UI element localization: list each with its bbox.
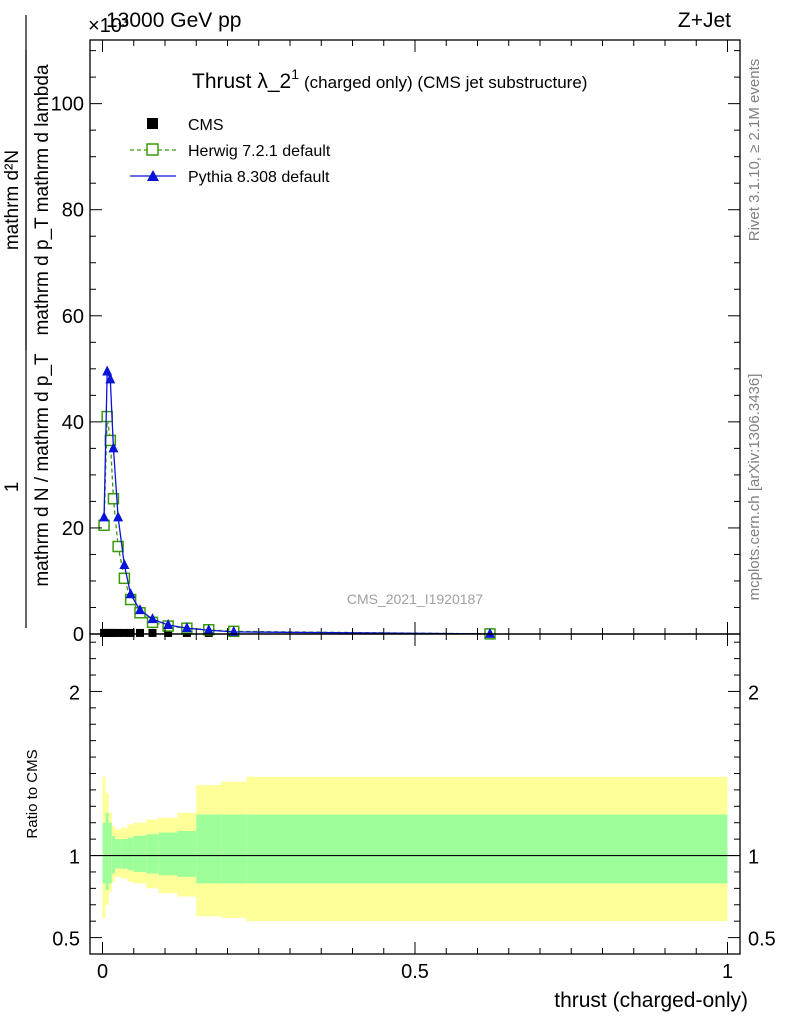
ratio-y-tick-label-right: 1 [748, 847, 759, 869]
herwig-data-point [118, 572, 131, 585]
analysis-watermark: CMS_2021_I1920187 [347, 591, 483, 607]
ratio-stat-band [105, 812, 109, 890]
x-axis-label: thrust (charged-only) [554, 989, 748, 1012]
main-y-ticks: 0 20 40 60 80 100 [51, 50, 740, 646]
ratio-stat-band [127, 837, 134, 871]
pythia-data-point [135, 604, 145, 615]
x-tick-label: 0.5 [401, 961, 429, 983]
main-series-layer [98, 365, 496, 640]
legend-cms-marker [147, 118, 158, 129]
mcplots-label: mcplots.cern.ch [arXiv:1306.3436] [746, 374, 763, 601]
ratio-y-tick-label: 0.5 [52, 929, 80, 951]
main-plot-panel: 0 20 40 60 80 100 CMS_2021_I1920187 Thrust λ_… [51, 39, 741, 646]
main-y-tick-label: 80 [62, 200, 84, 222]
herwig-data-point [101, 410, 113, 423]
legend-herwig-marker [146, 143, 159, 156]
ratio-y-ticks: 0.5 0.5 1 1 2 2 [52, 641, 776, 951]
ratio-stat-band [196, 814, 222, 884]
cms-data-point [114, 628, 123, 637]
ratio-y-tick-label: 2 [69, 682, 80, 704]
main-y-axis-label: 1 mathrm d N / mathrm d p_T mathrm d²N m… [2, 15, 53, 628]
pythia-data-point [125, 588, 136, 599]
legend-cms-label: CMS [188, 117, 224, 134]
cms-data-point [164, 628, 173, 637]
herwig-data-point [98, 519, 110, 532]
energy-label: 13000 GeV pp [106, 9, 241, 32]
cms-data-point [148, 628, 157, 637]
chart-title: Thrust λ_21 (charged only) (CMS jet subst… [192, 66, 587, 93]
y-label-numerator: mathrm d²N [2, 150, 23, 250]
legend: CMS Herwig 7.2.1 default Pythia 8.308 de… [130, 117, 331, 186]
ratio-x-ticks: 0 0.5 1 [97, 634, 733, 983]
pythia-data-point [108, 442, 119, 453]
chart-title-main: Thrust λ_2 [192, 70, 291, 93]
pythia-data-point [119, 559, 130, 570]
y-label-lead: 1 [2, 482, 23, 493]
ratio-y-axis-label: Ratio to CMS [24, 749, 41, 838]
main-y-tick-label: 100 [51, 94, 84, 116]
pythia-data-point [102, 365, 113, 376]
ratio-y-tick-label: 1 [69, 847, 80, 869]
pythia-data-point [181, 622, 192, 633]
ratio-stat-band [121, 839, 128, 869]
ratio-stat-band [146, 834, 159, 874]
cms-data-point [126, 628, 135, 637]
x-tick-label: 0 [97, 961, 108, 983]
herwig-data-point [112, 540, 124, 553]
ratio-stat-band [111, 835, 115, 874]
x-tick-label: 1 [722, 961, 733, 983]
legend-pythia-label: Pythia 8.308 default [188, 169, 330, 186]
ratio-stat-band [246, 814, 728, 884]
ratio-y-tick-label-right: 0.5 [748, 929, 776, 951]
series-line-pythia [103, 371, 491, 635]
exponent-label: ×10³ [88, 15, 129, 37]
pythia-data-point [203, 624, 214, 635]
ratio-plot-panel: 0.5 0.51 12 2 0 0.5 1 Ratio to CMS thrust (ch… [24, 633, 776, 1012]
main-y-tick-label: 60 [62, 306, 84, 328]
ratio-stat-band [177, 830, 197, 877]
ratio-stat-band [115, 839, 122, 869]
ratio-stat-band [221, 814, 247, 884]
cms-data-point [120, 628, 129, 637]
legend-herwig-label: Herwig 7.2.1 default [188, 143, 331, 160]
pythia-data-point [147, 613, 158, 624]
cms-data-point [109, 628, 118, 637]
ratio-stat-band [158, 832, 178, 876]
process-label: Z+Jet [678, 9, 731, 32]
pythia-data-point [163, 618, 174, 629]
ratio-stat-band [108, 822, 112, 884]
rivet-label: Rivet 3.1.10, ≥ 2.1M events [746, 59, 763, 242]
pythia-data-point [113, 511, 124, 522]
pythia-data-point [105, 373, 116, 384]
ratio-uncertainty-bands [102, 776, 728, 922]
ratio-y-tick-label-right: 2 [748, 682, 759, 704]
y-label-denominator: mathrm d p_T mathrm d lambda [32, 64, 53, 335]
main-y-tick-label: 40 [62, 412, 84, 434]
herwig-data-point [107, 493, 120, 505]
legend-pythia-marker [147, 170, 159, 181]
main-x-ticks [102, 40, 728, 634]
ratio-stat-band [102, 822, 106, 884]
cms-data-point [136, 628, 144, 637]
pythia-data-point [99, 511, 110, 522]
pythia-data-point [485, 627, 495, 638]
chart-title-superscript: 1 [291, 66, 299, 82]
chart-subtitle: (charged only) (CMS jet substructure) [304, 73, 587, 92]
y-label-lead-denominator: mathrm d N / mathrm d p_T [32, 353, 53, 587]
main-y-tick-label: 20 [62, 518, 84, 540]
main-y-tick-label: 0 [73, 624, 84, 646]
ratio-stat-band [133, 835, 147, 872]
